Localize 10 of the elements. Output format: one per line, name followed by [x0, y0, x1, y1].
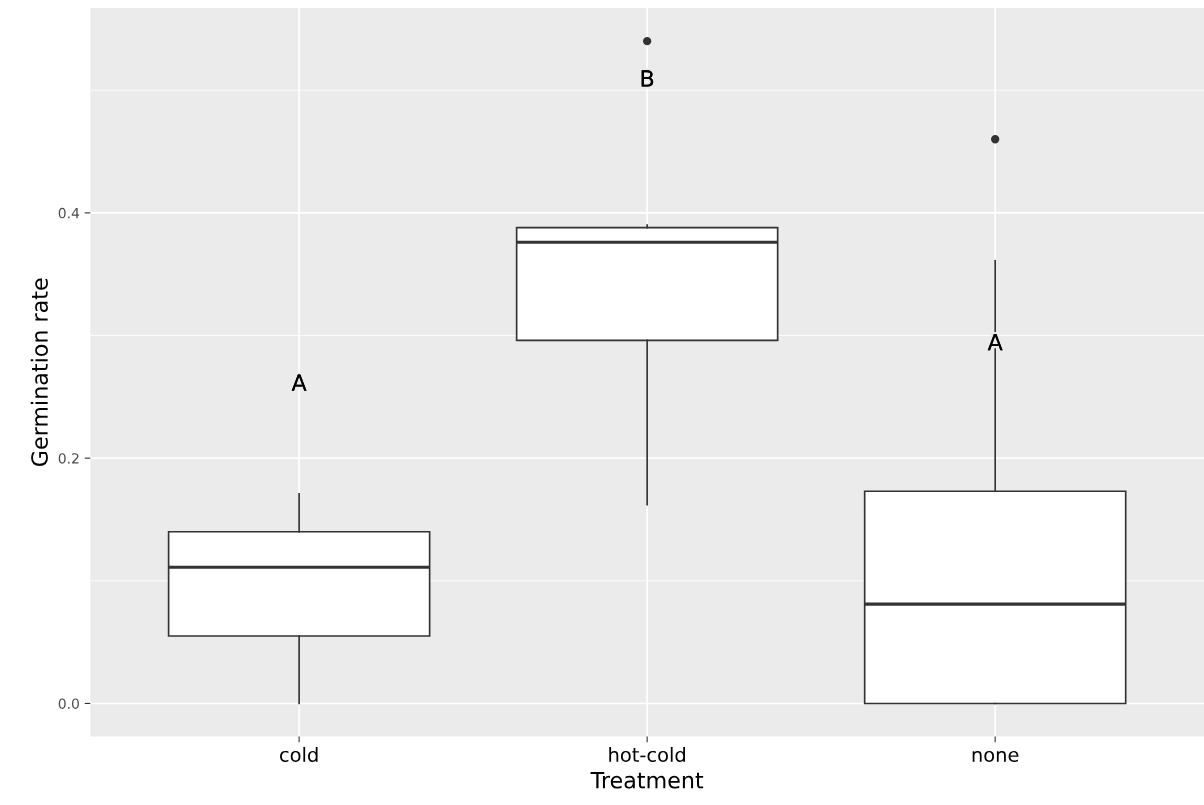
- y-axis-title: Germination rate: [30, 278, 48, 467]
- y-tick-label: 0.0: [58, 698, 79, 709]
- x-tick-label: cold: [280, 746, 318, 763]
- y-tick-label: 0.2: [58, 453, 79, 464]
- x-tick-label: none: [972, 750, 1019, 763]
- x-axis-title: Treatment: [590, 772, 704, 789]
- annotation: A: [291, 374, 307, 391]
- y-tick-label: 0.4: [58, 207, 80, 219]
- x-tick-label: hot-cold: [609, 746, 685, 763]
- annotation: B: [641, 70, 654, 87]
